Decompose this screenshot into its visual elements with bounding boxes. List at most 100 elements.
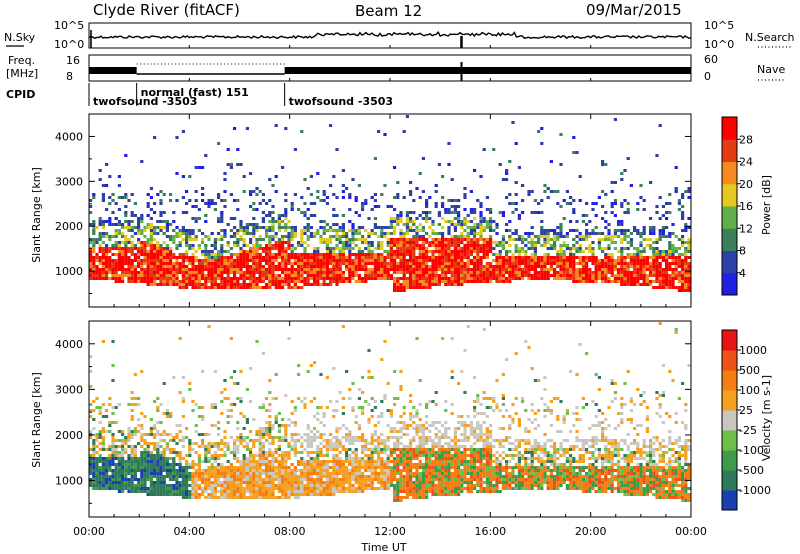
heatmap-cell [457,271,461,274]
heatmap-cell [162,451,166,454]
heatmap-cell [639,253,643,256]
heatmap-cell [479,265,483,268]
heatmap-cell [533,244,537,247]
heatmap-cell [514,238,518,241]
heatmap-cell [271,457,275,460]
heatmap-cell [537,262,541,265]
heatmap-cell [159,481,163,484]
heatmap-cell [316,454,320,457]
heatmap-cell [322,241,326,244]
heatmap-cell [351,259,355,262]
heatmap-cell [309,265,313,268]
heatmap-cell [261,403,265,406]
heatmap-cell [201,286,205,289]
heatmap-cell [329,484,333,487]
heatmap-cell [242,274,246,277]
heatmap-cell [533,277,537,280]
heatmap-cell [274,469,278,472]
heatmap-cell [325,268,329,271]
heatmap-cell [524,232,528,235]
heatmap-cell [149,223,153,226]
heatmap-cell [633,280,637,283]
heatmap-cell [521,241,525,244]
heatmap-cell [351,253,355,256]
heatmap-cell [95,472,99,475]
heatmap-cell [114,448,118,451]
heatmap-cell [562,262,566,265]
heatmap-cell [281,475,285,478]
heatmap-cell [108,271,112,274]
heatmap-cell [223,271,227,274]
heatmap-cell [159,277,163,280]
heatmap-cell [140,244,144,247]
heatmap-cell [178,265,182,268]
heatmap-cell [268,466,272,469]
heatmap-cell [143,277,147,280]
heatmap-cell [233,439,237,442]
heatmap-cell [130,433,134,436]
heatmap-cell [325,466,329,469]
heatmap-cell [172,484,176,487]
heatmap-cell [585,229,589,232]
heatmap-cell [162,487,166,490]
heatmap-cell [553,238,557,241]
heatmap-cell [607,232,611,235]
heatmap-cell [396,253,400,256]
heatmap-cell [485,220,489,223]
heatmap-cell [466,241,470,244]
heatmap-cell [431,271,435,274]
heatmap-cell [165,448,169,451]
heatmap-cell [185,280,189,283]
heatmap-cell [578,277,582,280]
heatmap-cell [236,475,240,478]
heatmap-cell [169,490,173,493]
heatmap-cell [517,214,521,217]
heatmap-cell [172,256,176,259]
heatmap-cell [153,262,157,265]
heatmap-cell [268,286,272,289]
heatmap-cell [581,274,585,277]
heatmap-cell [146,241,150,244]
heatmap-cell [127,439,131,442]
heatmap-cell [466,214,470,217]
heatmap-cell [105,208,109,211]
heatmap-cell [213,466,217,469]
heatmap-cell [252,496,256,499]
heatmap-cell [492,241,496,244]
heatmap-cell [265,463,269,466]
heatmap-cell [207,445,211,448]
heatmap-cell [156,433,160,436]
heatmap-cell [345,265,349,268]
heatmap-cell [652,265,656,268]
heatmap-cell [578,271,582,274]
heatmap-cell [233,484,237,487]
cpid-label: CPID [6,88,35,101]
heatmap-cell [185,487,189,490]
heatmap-cell [642,274,646,277]
heatmap-cell [226,469,230,472]
heatmap-cell [133,478,137,481]
heatmap-cell [137,271,141,274]
heatmap-cell [281,235,285,238]
heatmap-cell [527,190,531,193]
heatmap-cell [233,277,237,280]
heatmap-cell [300,238,304,241]
heatmap-cell [165,442,169,445]
heatmap-cell [553,241,557,244]
heatmap-cell [159,220,163,223]
heatmap-cell [665,277,669,280]
heatmap-cell [233,241,237,244]
heatmap-cell [121,469,125,472]
heatmap-cell [89,457,93,460]
heatmap-cell [444,241,448,244]
heatmap-cell [543,277,547,280]
heatmap-cell [569,277,573,280]
heatmap-cell [172,493,176,496]
heatmap-cell [181,493,185,496]
heatmap-cell [261,472,265,475]
heatmap-cell [441,274,445,277]
heatmap-cell [210,445,214,448]
heatmap-cell [469,274,473,277]
heatmap-cell [175,172,179,175]
heatmap-cell [418,223,422,226]
